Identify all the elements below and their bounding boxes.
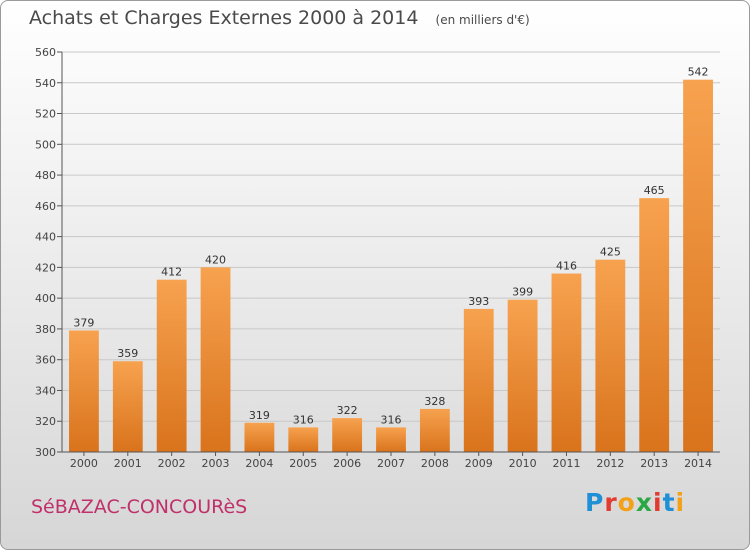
bar-2004	[244, 422, 275, 452]
bars	[69, 79, 713, 452]
x-tick-label: 2006	[333, 457, 361, 470]
data-label: 465	[644, 184, 665, 197]
data-label: 399	[512, 286, 533, 299]
y-tick-label: 560	[35, 46, 56, 59]
logo-letter: P	[585, 488, 605, 517]
data-label: 379	[73, 316, 94, 329]
bar-2000	[69, 330, 99, 452]
bar-2007	[376, 427, 406, 452]
y-tick-label: 400	[35, 292, 56, 305]
data-label: 316	[293, 413, 314, 426]
bar-2014	[683, 79, 713, 452]
data-label: 393	[468, 295, 489, 308]
data-label: 328	[424, 395, 445, 408]
y-tick-label: 320	[35, 415, 56, 428]
bar-2012	[595, 259, 626, 452]
x-tick-label: 2008	[421, 457, 449, 470]
data-label: 316	[381, 413, 402, 426]
x-tick-label: 2000	[70, 457, 98, 470]
y-tick-label: 500	[35, 138, 56, 151]
logo-letter: r	[604, 488, 618, 517]
x-tick-label: 2009	[465, 457, 493, 470]
commune-name: SéBAZAC-CONCOURèS	[31, 496, 248, 518]
logo-letter: i	[653, 488, 663, 517]
x-tick-label: 2012	[596, 457, 624, 470]
bar-2009	[463, 308, 494, 452]
y-tick-label: 360	[35, 354, 56, 367]
logo-letter: i	[675, 488, 686, 517]
data-label: 425	[600, 246, 621, 259]
bar-2006	[332, 418, 363, 452]
data-label: 412	[161, 266, 182, 279]
bar-2011	[551, 273, 582, 452]
data-label: 416	[556, 260, 577, 273]
bar-2013	[639, 198, 670, 452]
data-label: 420	[205, 253, 226, 266]
x-tick-label: 2014	[684, 457, 712, 470]
bar-2010	[507, 299, 538, 452]
chart-unit: (en milliers d'€)	[435, 13, 530, 27]
x-tick-label: 2013	[640, 457, 668, 470]
x-tick-label: 2010	[509, 457, 537, 470]
y-tick-label: 380	[35, 323, 56, 336]
y-tick-label: 480	[35, 169, 56, 182]
x-tick-label: 2003	[202, 457, 230, 470]
data-label: 359	[117, 347, 138, 360]
y-tick-label: 420	[35, 261, 56, 274]
proxiti-logo: Proxiti	[585, 488, 685, 517]
y-tick-label: 440	[35, 231, 56, 244]
y-tick-label: 520	[35, 108, 56, 121]
x-tick-label: 2005	[289, 457, 317, 470]
logo-letter: t	[662, 488, 676, 517]
bar-2005	[288, 427, 319, 452]
x-tick-label: 2011	[552, 457, 580, 470]
bar-2002	[156, 279, 187, 452]
data-label: 542	[688, 66, 709, 79]
bar-2001	[112, 361, 143, 452]
x-tick-label: 2007	[377, 457, 405, 470]
data-label: 322	[337, 404, 358, 417]
bar-2008	[419, 408, 450, 452]
chart-title-row: Achats et Charges Externes 2000 à 2014 (…	[29, 7, 530, 29]
data-labels: 379 359 412 420 319 316 322 316 328 393 399 416 425 4…	[73, 66, 708, 427]
x-tick-label: 2004	[245, 457, 273, 470]
logo-letter: o	[617, 488, 636, 517]
x-tick-label: 2001	[114, 457, 142, 470]
logo-letter: x	[635, 488, 653, 517]
chart-title: Achats et Charges Externes 2000 à 2014	[29, 7, 419, 29]
y-tick-label: 460	[35, 200, 56, 213]
data-label: 319	[249, 409, 270, 422]
x-tick-label: 2002	[158, 457, 186, 470]
y-tick-label: 300	[35, 446, 56, 459]
axes: 300 320 340 360 380 400 420 440 460 480 500 520 540 5…	[35, 46, 720, 470]
bar-2003	[200, 267, 231, 452]
y-tick-label: 340	[35, 384, 56, 397]
y-tick-label: 540	[35, 77, 56, 90]
